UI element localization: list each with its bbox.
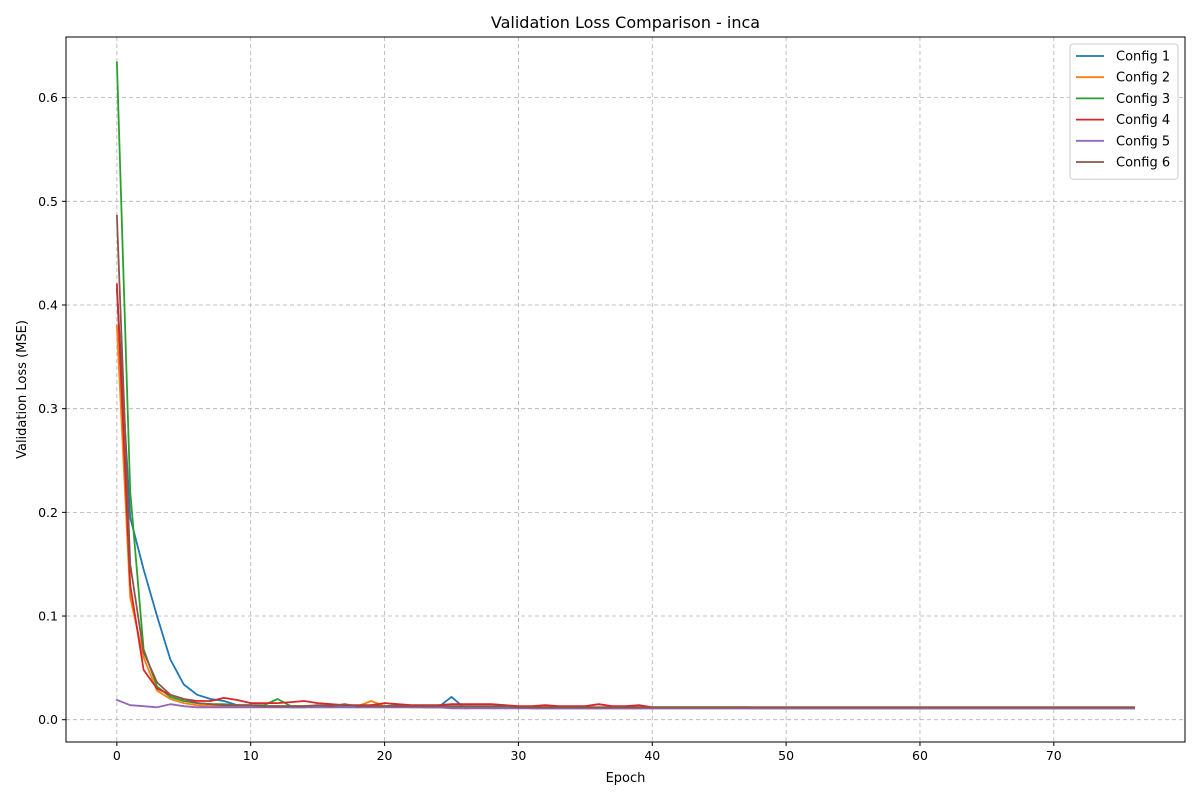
x-tick-label: 30 — [510, 748, 526, 763]
legend-label: Config 2 — [1116, 71, 1170, 86]
series-line-config-3 — [115, 61, 1135, 710]
x-tick-label: 50 — [778, 748, 794, 763]
x-tick-label: 20 — [377, 748, 393, 763]
series-line-config-5 — [115, 698, 1135, 710]
legend-label: Config 6 — [1116, 156, 1170, 171]
plot-area-frame — [65, 36, 1186, 743]
x-tick-label: 10 — [243, 748, 259, 763]
y-axis-label: Validation Loss (MSE) — [15, 320, 30, 459]
grid — [66, 37, 1185, 742]
x-axis-label: Epoch — [606, 771, 646, 786]
legend-label: Config 4 — [1116, 113, 1170, 128]
series-lines — [115, 61, 1135, 710]
legend-label: Config 3 — [1116, 92, 1170, 107]
x-tick-label: 60 — [912, 748, 928, 763]
y-tick-label: 0.5 — [38, 194, 58, 209]
series-line-config-4 — [115, 283, 1135, 709]
x-tick-label: 40 — [644, 748, 660, 763]
y-tick-label: 0.4 — [38, 298, 58, 313]
legend: Config 1 Config 2 Config 3 Config 4 Config 5… — [1069, 43, 1179, 180]
y-tick-label: 0.3 — [38, 401, 58, 416]
legend-label: Config 1 — [1116, 50, 1170, 65]
x-tick-label: 0 — [113, 748, 121, 763]
legend-label: Config 5 — [1116, 134, 1170, 149]
x-tick-label: 70 — [1046, 748, 1062, 763]
axis-ticks: 0 10 20 30 40 50 60 70 0.0 0.1 0.2 0.3 0.4 0.5 0.6 — [38, 90, 1062, 763]
y-tick-label: 0.0 — [38, 712, 58, 727]
series-line-config-1 — [115, 288, 1135, 710]
series-line-config-6 — [115, 214, 1135, 709]
y-tick-label: 0.6 — [38, 90, 58, 105]
y-tick-label: 0.2 — [38, 505, 58, 520]
y-tick-label: 0.1 — [38, 609, 58, 624]
series-line-config-2 — [115, 324, 1135, 710]
chart-title: Validation Loss Comparison - inca — [491, 13, 760, 32]
